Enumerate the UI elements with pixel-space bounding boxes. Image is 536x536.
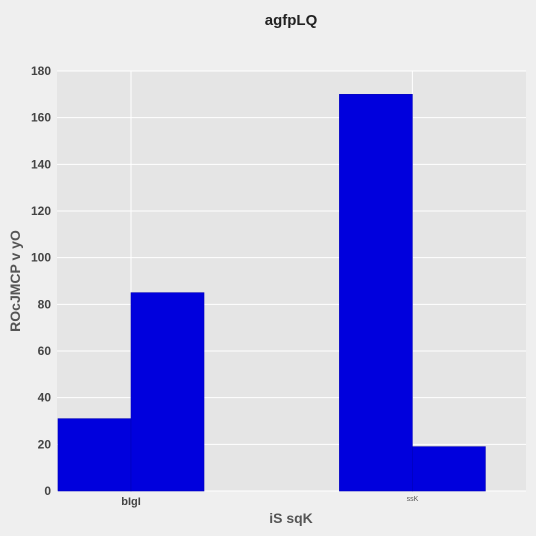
chart-title: agfpLQ bbox=[265, 12, 318, 29]
y-axis-label: ROcJMCP v yO bbox=[7, 230, 23, 332]
y-axis-ticks: 0 20 40 60 80 100 120 140 160 180 bbox=[31, 64, 51, 498]
x-axis-label: iS sqK bbox=[269, 510, 313, 526]
x-tick-label: ssK bbox=[407, 496, 419, 503]
y-tick-label: 160 bbox=[31, 111, 51, 125]
bar-bIgI-series-2 bbox=[130, 292, 205, 492]
y-tick-label: 20 bbox=[38, 437, 52, 451]
y-tick-label: 180 bbox=[31, 64, 51, 78]
bar-ssK-series-2 bbox=[412, 446, 486, 492]
bar-bIgI-series-1 bbox=[57, 418, 132, 492]
bar-ssK-series-1 bbox=[339, 94, 413, 492]
y-tick-label: 120 bbox=[31, 204, 51, 218]
x-axis-ticks: bIgI ssK bbox=[121, 496, 418, 508]
x-tick-label: bIgI bbox=[121, 496, 141, 508]
bars bbox=[57, 94, 486, 492]
y-tick-label: 40 bbox=[38, 391, 52, 405]
y-tick-label: 0 bbox=[44, 484, 51, 498]
y-tick-label: 100 bbox=[31, 251, 51, 265]
y-tick-label: 140 bbox=[31, 157, 51, 171]
y-tick-label: 80 bbox=[38, 297, 52, 311]
y-tick-label: 60 bbox=[38, 344, 52, 358]
